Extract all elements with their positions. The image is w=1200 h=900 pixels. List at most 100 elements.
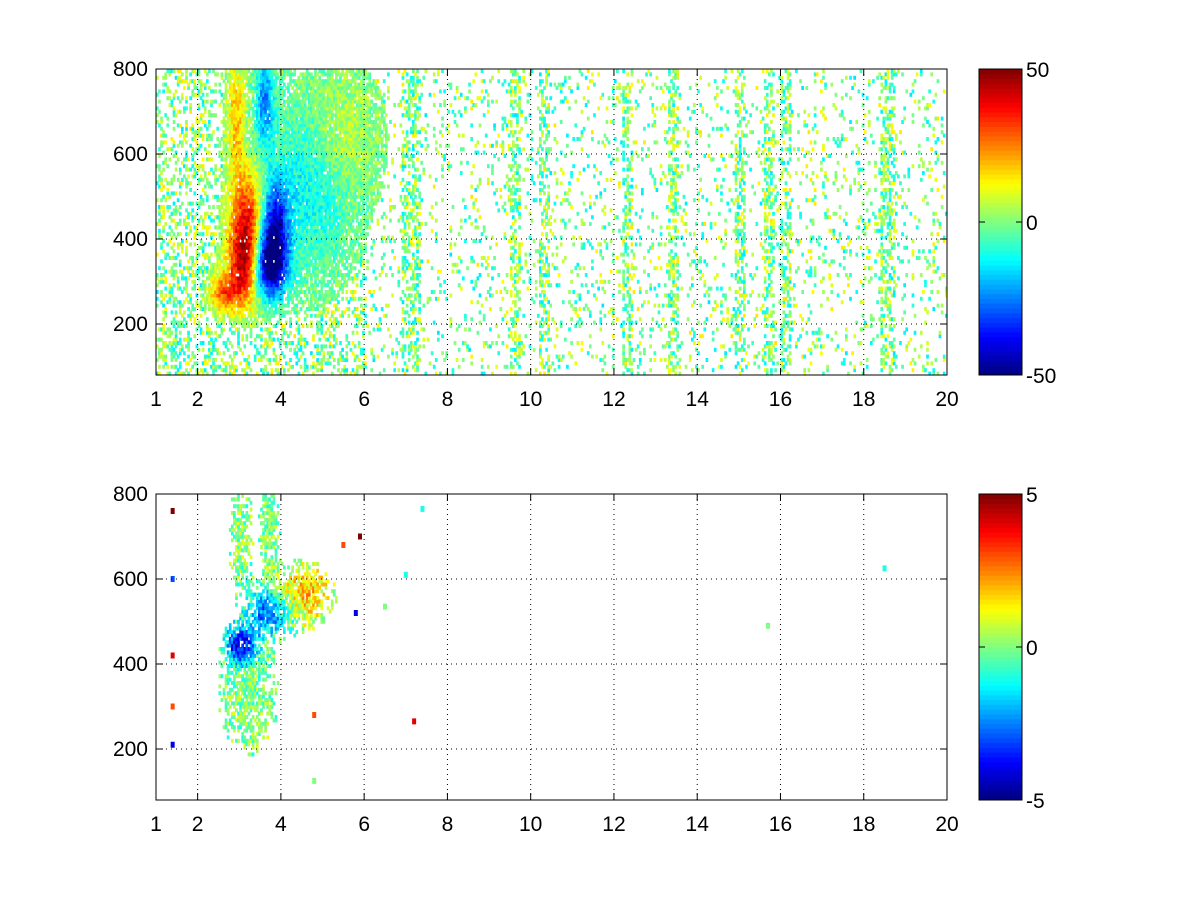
- heatmap-cell: [245, 262, 249, 267]
- heatmap-cell: [185, 276, 188, 281]
- heatmap-cell: [316, 296, 319, 301]
- heatmap-cell: [303, 89, 307, 94]
- heatmap-cell: [280, 181, 284, 186]
- heatmap-cell: [180, 181, 184, 186]
- heatmap-cell: [243, 167, 247, 172]
- heatmap-cell: [274, 126, 278, 131]
- heatmap-cell: [228, 262, 232, 267]
- heatmap-cell: [320, 324, 324, 328]
- heatmap-cell: [305, 150, 309, 155]
- heatmap-cell: [260, 283, 263, 288]
- heatmap-cell: [295, 245, 299, 250]
- heatmap-cell: [208, 283, 211, 288]
- heatmap-cell: [280, 334, 284, 339]
- heatmap-cell: [239, 191, 242, 196]
- heatmap-cell: [201, 252, 205, 257]
- heatmap-cell: [228, 167, 232, 172]
- heatmap-cell: [237, 252, 240, 257]
- heatmap-cell: [237, 341, 240, 345]
- heatmap-cell: [239, 262, 242, 267]
- heatmap-cell: [266, 330, 269, 335]
- heatmap-cell: [322, 188, 326, 192]
- heatmap-cell: [272, 347, 276, 352]
- heatmap-cell: [297, 205, 301, 209]
- heatmap-cell: [241, 72, 245, 77]
- heatmap-cell: [214, 174, 217, 179]
- heatmap-cell: [318, 296, 322, 301]
- heatmap-cell: [282, 262, 286, 267]
- heatmap-cell: [262, 354, 265, 359]
- heatmap-cell: [230, 194, 234, 199]
- heatmap-cell: [278, 273, 282, 277]
- heatmap-cell: [243, 235, 247, 240]
- heatmap-cell: [218, 150, 222, 155]
- heatmap-cell: [316, 283, 319, 288]
- heatmap-cell: [293, 92, 297, 97]
- heatmap-cell: [260, 69, 263, 73]
- heatmap-cell: [253, 354, 257, 359]
- heatmap-cell: [172, 106, 176, 111]
- heatmap-cell: [226, 150, 230, 155]
- heatmap-cell: [266, 194, 269, 199]
- heatmap-cell: [268, 269, 272, 274]
- heatmap-cell: [260, 300, 263, 305]
- heatmap-cell: [282, 211, 286, 216]
- heatmap-cell: [285, 198, 288, 203]
- heatmap-cell: [249, 313, 253, 318]
- heatmap-cell: [301, 157, 305, 162]
- heatmap-cell: [262, 188, 265, 192]
- heatmap-cell: [312, 191, 315, 196]
- heatmap-cell: [307, 171, 311, 175]
- heatmap-cell: [280, 157, 284, 162]
- heatmap-cell: [245, 75, 249, 80]
- heatmap-cell: [316, 208, 319, 213]
- heatmap-cell: [210, 276, 213, 281]
- heatmap-cell: [241, 222, 245, 226]
- heatmap-cell: [224, 211, 228, 216]
- heatmap-cell: [264, 310, 267, 315]
- heatmap-cell: [299, 337, 303, 342]
- heatmap-cell: [272, 106, 276, 111]
- heatmap-cell: [297, 120, 301, 124]
- heatmap-cell: [176, 198, 180, 203]
- heatmap-cell: [305, 269, 309, 274]
- heatmap-cell: [160, 140, 163, 145]
- heatmap-cell: [270, 89, 274, 94]
- heatmap-cell: [266, 160, 269, 165]
- heatmap-cell: [297, 327, 301, 332]
- heatmap-cell: [172, 337, 176, 342]
- heatmap-cell: [268, 99, 272, 104]
- heatmap-cell: [249, 150, 253, 155]
- heatmap-cell: [291, 177, 294, 182]
- heatmap-cell: [191, 364, 195, 369]
- heatmap-cell: [199, 164, 203, 169]
- heatmap-cell: [247, 130, 251, 135]
- heatmap-cell: [297, 82, 301, 87]
- heatmap-cell: [162, 327, 165, 332]
- heatmap-cell: [199, 245, 203, 250]
- heatmap-cell: [272, 201, 276, 206]
- heatmap-cell: [274, 89, 278, 94]
- heatmap-cell: [176, 79, 180, 84]
- heatmap-cell: [322, 86, 326, 90]
- heatmap-cell: [235, 283, 238, 288]
- heatmap-cell: [253, 191, 257, 196]
- heatmap-cell: [255, 184, 259, 189]
- heatmap-cell: [264, 140, 267, 145]
- heatmap-cell: [245, 303, 249, 308]
- heatmap-cell: [222, 368, 226, 373]
- heatmap-cell: [180, 130, 184, 135]
- heatmap-cell: [280, 177, 284, 182]
- heatmap-cell: [301, 123, 305, 128]
- heatmap-cell: [310, 103, 313, 107]
- heatmap-cell: [197, 133, 201, 138]
- heatmap-cell: [208, 290, 211, 294]
- heatmap-cell: [272, 249, 276, 254]
- heatmap-cell: [233, 354, 236, 359]
- heatmap-cell: [191, 286, 195, 291]
- heatmap-cell: [170, 347, 174, 352]
- heatmap-cell: [289, 191, 292, 196]
- heatmap-cell: [156, 92, 159, 97]
- heatmap-cell: [303, 160, 307, 165]
